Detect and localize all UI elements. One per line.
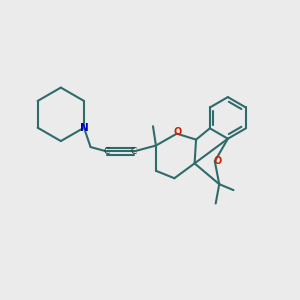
Text: O: O xyxy=(213,156,221,166)
Text: C: C xyxy=(130,147,137,156)
Text: N: N xyxy=(80,123,88,133)
Text: O: O xyxy=(173,127,182,137)
Text: C: C xyxy=(104,147,110,156)
